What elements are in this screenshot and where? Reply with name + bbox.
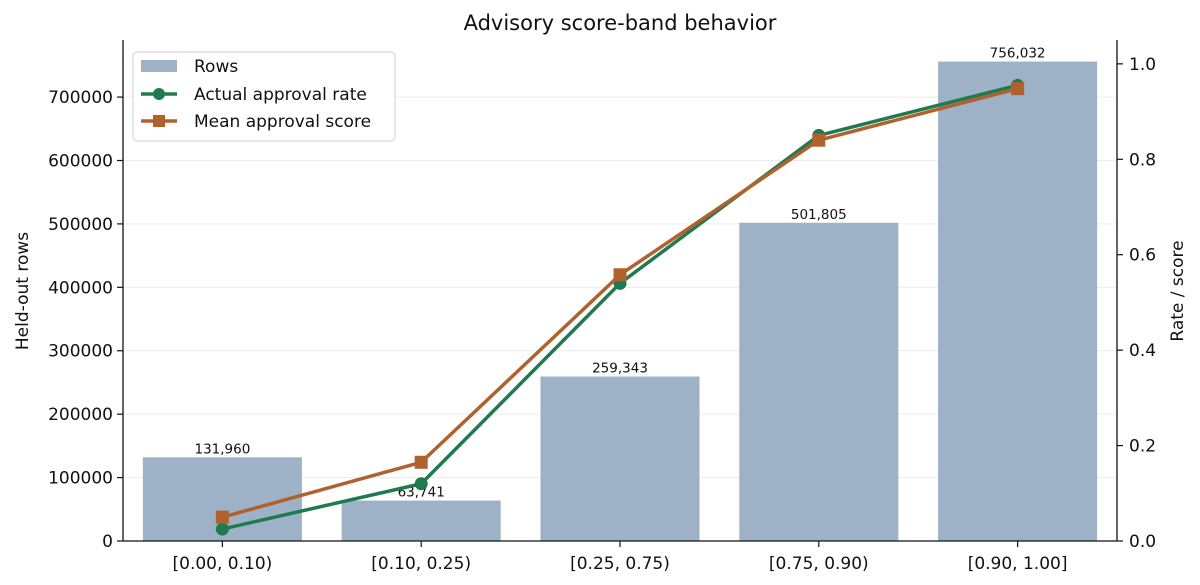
bar-value-label: 756,032 <box>990 46 1046 62</box>
data-point <box>613 268 627 282</box>
x-tick-label: [0.00, 0.10) <box>173 554 273 574</box>
bar <box>540 376 700 541</box>
bar-value-label: 259,343 <box>592 361 648 377</box>
x-tick-label: [0.90, 1.00] <box>968 554 1068 574</box>
bar-labels-layer: 131,960 63,741 259,343 501,805 756,032 <box>194 46 1045 501</box>
legend-label-score: Mean approval score <box>194 112 371 132</box>
y-tick-label: 0 <box>102 532 113 552</box>
bars-layer <box>142 61 1098 541</box>
bar <box>341 500 501 541</box>
y2-tick-label: 0.8 <box>1129 150 1156 170</box>
y-tick-label: 600000 <box>48 151 113 171</box>
x-tick-label: [0.75, 0.90) <box>769 554 869 574</box>
y-tick-label: 700000 <box>48 88 113 108</box>
data-point <box>1011 82 1025 96</box>
bar-value-label: 131,960 <box>194 441 250 457</box>
x-tick-label: [0.10, 0.25) <box>371 554 471 574</box>
legend-swatch-score-marker <box>153 115 165 127</box>
y2-tick-label: 0.4 <box>1129 341 1156 361</box>
y2-tick-label: 0.2 <box>1129 437 1156 457</box>
ticks-layer: 0 100000 200000 300000 400000 500000 600000 700… <box>48 55 1156 574</box>
y2-tick-label: 0.6 <box>1129 246 1156 266</box>
chart-title: Advisory score-band behavior <box>464 11 777 35</box>
y2-tick-label: 0.0 <box>1129 532 1156 552</box>
data-point <box>215 510 229 524</box>
data-point <box>812 133 826 147</box>
data-point <box>414 477 428 491</box>
y2-axis-label: Rate / score <box>1168 240 1188 341</box>
legend-label-rows: Rows <box>194 57 238 77</box>
legend-swatch-actual-marker <box>153 88 165 100</box>
legend-label-actual: Actual approval rate <box>194 85 367 105</box>
legend-box <box>132 51 396 142</box>
y2-tick-label: 1.0 <box>1129 55 1156 75</box>
bar <box>938 61 1098 541</box>
bar <box>739 222 899 541</box>
data-point <box>414 455 428 469</box>
y-tick-label: 100000 <box>48 469 113 489</box>
lines-layer <box>215 78 1025 536</box>
y-tick-label: 300000 <box>48 342 113 362</box>
bar-value-label: 501,805 <box>791 207 847 223</box>
legend-swatch-rows <box>141 60 177 72</box>
x-tick-label: [0.25, 0.75) <box>570 554 670 574</box>
y-tick-label: 400000 <box>48 278 113 298</box>
bar-value-label: 63,741 <box>398 485 445 501</box>
y-tick-label: 200000 <box>48 405 113 425</box>
y-axis-label: Held-out rows <box>13 232 33 350</box>
legend: Rows Actual approval rate Mean approval … <box>132 51 396 142</box>
y-tick-label: 500000 <box>48 215 113 235</box>
data-point <box>215 522 229 536</box>
